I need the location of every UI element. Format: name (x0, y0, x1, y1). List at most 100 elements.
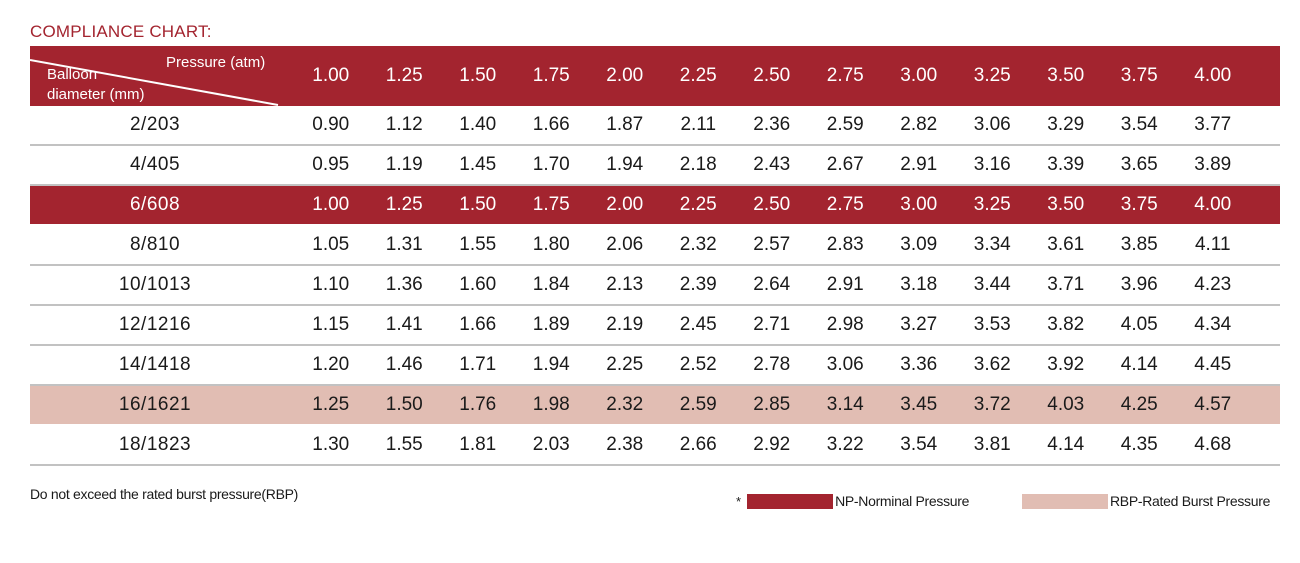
value-cell: 1.55 (385, 434, 423, 455)
value-cell: 4.25 (1120, 394, 1158, 415)
value-cell: 1.45 (459, 154, 497, 175)
value-cell: 2.64 (753, 274, 791, 295)
value-cell: 2.18 (679, 154, 717, 175)
pressure-header-cell: 2.75 (826, 65, 864, 86)
value-cell: 2.85 (753, 394, 791, 415)
value-cell: 3.25 (973, 194, 1011, 215)
value-cell: 1.94 (532, 354, 570, 375)
value-cell: 3.72 (973, 394, 1011, 415)
value-cell: 0.90 (312, 114, 350, 135)
value-cell: 2.39 (679, 274, 717, 295)
row-value-cells: 1.00 1.25 1.50 1.75 2.00 2.25 2.50 2.75 3.00 3.25… (294, 194, 1250, 216)
value-cell: 3.82 (1047, 314, 1085, 335)
value-cell: 3.00 (900, 194, 938, 215)
value-cell: 1.50 (459, 194, 497, 215)
value-cell: 2.67 (826, 154, 864, 175)
value-cell: 3.27 (900, 314, 938, 335)
pressure-header-cell: 3.75 (1120, 65, 1158, 86)
value-cell: 4.45 (1194, 354, 1232, 375)
row-value-cells: 1.30 1.55 1.81 2.03 2.38 2.66 2.92 3.22 3.54 3.81… (294, 434, 1250, 456)
value-cell: 1.98 (532, 394, 570, 415)
rbp-swatch (1022, 493, 1108, 509)
value-cell: 2.25 (606, 354, 644, 375)
value-cell: 2.83 (826, 234, 864, 255)
value-cell: 4.14 (1120, 354, 1158, 375)
row-value-cells: 1.20 1.46 1.71 1.94 2.25 2.52 2.78 3.06 3.36 3.62… (294, 354, 1250, 376)
pressure-header-cell: 1.50 (459, 65, 497, 86)
row-value-cells: 1.05 1.31 1.55 1.80 2.06 2.32 2.57 2.83 3.09 3.34… (294, 234, 1250, 256)
value-cell: 3.14 (826, 394, 864, 415)
table-row-rated-burst: 16/1621 1.25 1.50 1.76 1.98 2.32 2.59 2.85 3.14 3… (30, 386, 1280, 426)
value-cell: 1.66 (459, 314, 497, 335)
value-cell: 3.54 (900, 434, 938, 455)
value-cell: 4.14 (1047, 434, 1085, 455)
pressure-header-cell: 2.50 (753, 65, 791, 86)
value-cell: 1.40 (459, 114, 497, 135)
value-cell: 1.81 (459, 434, 497, 455)
value-cell: 2.00 (606, 194, 644, 215)
value-cell: 3.18 (900, 274, 938, 295)
value-cell: 2.92 (753, 434, 791, 455)
table-row: 2/203 0.90 1.12 1.40 1.66 1.87 2.11 2.36 2.59 2.8… (30, 106, 1280, 146)
value-cell: 3.77 (1194, 114, 1232, 135)
value-cell: 2.91 (826, 274, 864, 295)
compliance-table: Pressure (atm) Balloon diameter (mm) 1.0… (30, 46, 1280, 466)
value-cell: 4.68 (1194, 434, 1232, 455)
value-cell: 1.66 (532, 114, 570, 135)
np-legend-label: NP-Norminal Pressure (835, 493, 970, 509)
value-cell: 3.96 (1120, 274, 1158, 295)
table-row: 4/405 0.95 1.19 1.45 1.70 1.94 2.18 2.43 2.67 2.9… (30, 146, 1280, 186)
value-cell: 1.94 (606, 154, 644, 175)
np-swatch (747, 493, 834, 509)
value-cell: 2.13 (606, 274, 644, 295)
table-row: 12/1216 1.15 1.41 1.66 1.89 2.19 2.45 2.71 2.98 3… (30, 306, 1280, 346)
value-cell: 2.38 (606, 434, 644, 455)
value-cell: 3.71 (1047, 274, 1085, 295)
diameter-cell: 12/1216 (118, 314, 192, 335)
value-cell: 3.89 (1194, 154, 1232, 175)
row-value-cells: 0.90 1.12 1.40 1.66 1.87 2.11 2.36 2.59 2.82 3.06… (294, 114, 1250, 136)
value-cell: 3.06 (826, 354, 864, 375)
value-cell: 2.11 (680, 114, 717, 135)
value-cell: 1.75 (532, 194, 570, 215)
table-header: Pressure (atm) Balloon diameter (mm) 1.0… (30, 46, 1280, 106)
value-cell: 1.71 (459, 354, 497, 375)
value-cell: 3.36 (900, 354, 938, 375)
value-cell: 1.80 (532, 234, 570, 255)
diameter-axis-label: Balloon diameter (mm) (47, 65, 145, 105)
table-row-nominal: 6/608 1.00 1.25 1.50 1.75 2.00 2.25 2.50 2.75 3.0… (30, 186, 1280, 226)
value-cell: 2.66 (679, 434, 717, 455)
value-cell: 2.57 (753, 234, 791, 255)
pressure-header-cell: 3.00 (900, 65, 938, 86)
row-value-cells: 1.10 1.36 1.60 1.84 2.13 2.39 2.64 2.91 3.18 3.44… (294, 274, 1250, 296)
value-cell: 3.61 (1047, 234, 1085, 255)
value-cell: 2.50 (753, 194, 791, 215)
value-cell: 4.05 (1120, 314, 1158, 335)
legend-np: * NP-Norminal Pressure (736, 493, 969, 509)
value-cell: 2.91 (900, 154, 938, 175)
value-cell: 3.54 (1120, 114, 1158, 135)
row-value-cells: 1.25 1.50 1.76 1.98 2.32 2.59 2.85 3.14 3.45 3.72… (294, 394, 1250, 416)
value-cell: 3.53 (973, 314, 1011, 335)
value-cell: 2.59 (679, 394, 717, 415)
pressure-header-cell: 1.75 (532, 65, 570, 86)
value-cell: 2.03 (532, 434, 570, 455)
value-cell: 3.92 (1047, 354, 1085, 375)
value-cell: 1.19 (385, 154, 423, 175)
pressure-header-cell: 1.25 (385, 65, 423, 86)
row-value-cells: 1.15 1.41 1.66 1.89 2.19 2.45 2.71 2.98 3.27 3.53… (294, 314, 1250, 336)
value-cell: 1.55 (459, 234, 497, 255)
value-cell: 1.31 (385, 234, 423, 255)
chart-title: COMPLIANCE CHART: (30, 22, 212, 41)
value-cell: 2.19 (606, 314, 644, 335)
value-cell: 1.12 (385, 114, 423, 135)
diameter-cell: 8/810 (129, 234, 181, 255)
value-cell: 2.06 (606, 234, 644, 255)
value-cell: 3.09 (900, 234, 938, 255)
value-cell: 2.78 (753, 354, 791, 375)
pressure-header-cell: 3.50 (1047, 65, 1085, 86)
value-cell: 3.06 (973, 114, 1011, 135)
value-cell: 4.11 (1194, 234, 1231, 255)
value-cell: 1.84 (532, 274, 570, 295)
pressure-header-cells: 1.00 1.25 1.50 1.75 2.00 2.25 2.50 2.75 3.00 3.25… (294, 46, 1250, 106)
